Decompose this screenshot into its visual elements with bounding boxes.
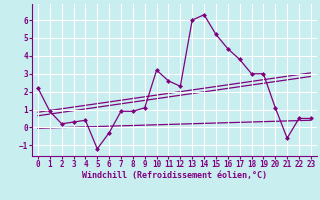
X-axis label: Windchill (Refroidissement éolien,°C): Windchill (Refroidissement éolien,°C) xyxy=(82,171,267,180)
